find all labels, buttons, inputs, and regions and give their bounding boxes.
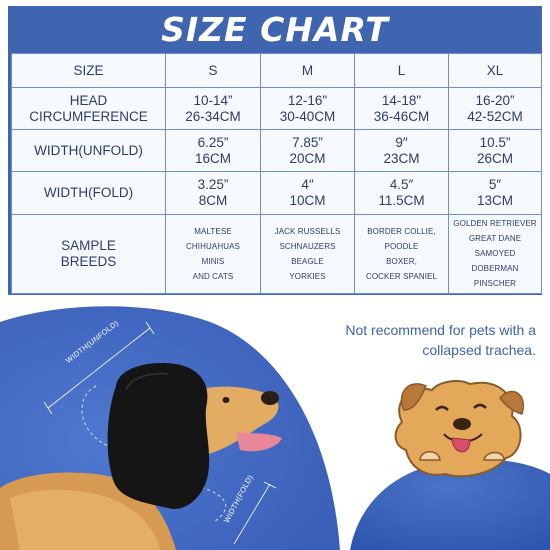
- breed: AND CATS: [192, 271, 234, 281]
- cell-m: 7.85” 20CM: [260, 129, 355, 173]
- breeds-m: JACK RUSSELLS SCHNAUZERS BEAGLE YORKIES: [260, 213, 355, 295]
- product-illustration: Not recommend for pets with a collapsed …: [0, 298, 550, 550]
- measure-tick-icon: [263, 481, 277, 489]
- cell-xl: 5″ 13CM: [448, 171, 542, 215]
- header-s: S: [165, 52, 261, 89]
- cell-inch: 12-16": [287, 92, 328, 108]
- breed: GREAT DANE: [468, 234, 522, 244]
- cell-cm: 23CM: [383, 150, 420, 166]
- breed: JACK RUSSELLS: [274, 226, 341, 236]
- cell-m: 12-16" 30-40CM: [260, 87, 355, 131]
- measure-line-unfold-icon: [47, 327, 151, 409]
- cell-cm: 13CM: [476, 193, 513, 209]
- cell-cm: 26-34CM: [185, 108, 241, 124]
- header-l: L: [354, 52, 449, 89]
- breed: BOXER,: [386, 256, 417, 266]
- dog-in-hood-photo: [0, 362, 282, 550]
- breed: SAMOYED: [474, 249, 516, 259]
- cell-cm: 20CM: [289, 150, 326, 166]
- cell-inch: 10-14”: [193, 92, 233, 108]
- row-label-line: HEAD: [69, 92, 108, 108]
- cell-inch: 5″: [488, 177, 502, 193]
- breed: MINIS: [201, 256, 225, 266]
- header-xl: XL: [448, 52, 542, 89]
- cell-inch: 4.5″: [389, 177, 414, 193]
- blue-mound: [350, 459, 550, 550]
- cell-l: 4.5″ 11.5CM: [354, 171, 449, 215]
- note-line: collapsed trachea.: [422, 342, 536, 358]
- cartoon-puppy-icon: [394, 380, 525, 478]
- cell-m: 4″ 10CM: [260, 171, 355, 215]
- chart-title: SIZE CHART: [161, 9, 389, 49]
- illustration-background: [0, 306, 550, 550]
- breed: DOBERMAN PINSCHER: [471, 264, 519, 289]
- breed: YORKIES: [289, 271, 326, 281]
- header-m: M: [260, 52, 355, 89]
- cell-inch: 10.5”: [479, 134, 511, 150]
- cell-cm: 30-40CM: [279, 108, 336, 124]
- cell-l: 9″ 23CM: [354, 129, 449, 173]
- cell-inch: 4″: [301, 177, 314, 193]
- measure-arc-icon: [81, 385, 121, 451]
- cell-cm: 16CM: [194, 150, 231, 166]
- breed: SCHNAUZERS: [279, 241, 336, 251]
- cell-inch: 14-18": [381, 92, 422, 108]
- size-chart: SIZE CHART SIZE S M L XL HEAD CIRCUMFERE…: [8, 6, 542, 295]
- breeds-l: BORDER COLLIE, POODLE BOXER, COCKER SPAN…: [354, 213, 449, 295]
- measure-tick-icon: [43, 401, 53, 415]
- table-row: HEAD CIRCUMFERENCE 10-14” 26-34CM 12-16" 3…: [11, 87, 542, 131]
- cell-l: 14-18" 36-46CM: [354, 87, 449, 131]
- cell-xl: 10.5” 26CM: [448, 129, 542, 173]
- row-label-width-fold: WIDTH(FOLD): [11, 171, 166, 215]
- cell-inch: 7.85”: [292, 134, 323, 150]
- breeds-s: MALTESE CHIHUAHUAS MINIS AND CATS: [165, 213, 261, 295]
- cell-inch: 3.25”: [197, 177, 229, 193]
- table-row: WIDTH(FOLD) 3.25” 8CM 4″ 10CM 4.5″ 11.5CM 5…: [11, 171, 542, 215]
- cell-cm: 8CM: [198, 193, 228, 209]
- size-table: SIZE S M L XL HEAD CIRCUMFERENCE 10-14” 2…: [11, 52, 542, 295]
- cell-s: 6.25” 16CM: [165, 129, 261, 173]
- row-label-line: SAMPLE: [61, 237, 116, 253]
- row-label-width-unfold: WIDTH(UNFOLD): [11, 129, 166, 173]
- cell-s: 10-14” 26-34CM: [165, 87, 261, 131]
- row-label-line: BREEDS: [60, 253, 117, 269]
- breed: BORDER COLLIE,: [367, 226, 436, 236]
- cell-s: 3.25” 8CM: [165, 171, 261, 215]
- breed: MALTESE: [194, 226, 232, 236]
- cell-cm: 10CM: [289, 193, 326, 209]
- measure-tick-icon: [145, 321, 155, 335]
- table-row: SAMPLE BREEDS MALTESE CHIHUAHUAS MINIS A…: [11, 213, 542, 295]
- cell-cm: 26CM: [476, 150, 513, 166]
- breed: COCKER SPANIEL: [365, 271, 438, 281]
- cell-cm: 42-52CM: [467, 108, 523, 124]
- breed: GOLDEN RETRIEVER: [453, 219, 537, 229]
- header-size: SIZE: [11, 52, 166, 89]
- row-label-line: WIDTH(FOLD): [43, 185, 134, 201]
- row-label-line: WIDTH(UNFOLD): [34, 142, 143, 158]
- row-label-line: CIRCUMFERENCE: [29, 108, 148, 124]
- cell-inch: 6.25”: [197, 134, 229, 150]
- row-label-head-circumference: HEAD CIRCUMFERENCE: [11, 87, 166, 131]
- measure-line-fold-icon: [233, 483, 271, 545]
- cell-inch: 9″: [395, 134, 408, 150]
- breed: BEAGLE: [291, 256, 324, 266]
- header-row: SIZE S M L XL: [11, 52, 542, 89]
- row-label-sample-breeds: SAMPLE BREEDS: [11, 213, 166, 295]
- note-line: Not recommend for pets with a: [345, 322, 536, 338]
- breeds-xl: GOLDEN RETRIEVER GREAT DANE SAMOYED DOBE…: [448, 213, 542, 295]
- cell-cm: 36-46CM: [373, 108, 430, 124]
- trachea-warning-note: Not recommend for pets with a collapsed …: [296, 320, 536, 360]
- cell-cm: 11.5CM: [378, 193, 425, 209]
- breed: CHIHUAHUAS: [186, 241, 240, 251]
- breed: POODLE: [384, 241, 419, 251]
- cell-xl: 16-20” 42-52CM: [448, 87, 542, 131]
- table-row: WIDTH(UNFOLD) 6.25” 16CM 7.85” 20CM 9″ 23CM…: [11, 129, 542, 173]
- cell-inch: 16-20”: [475, 92, 515, 108]
